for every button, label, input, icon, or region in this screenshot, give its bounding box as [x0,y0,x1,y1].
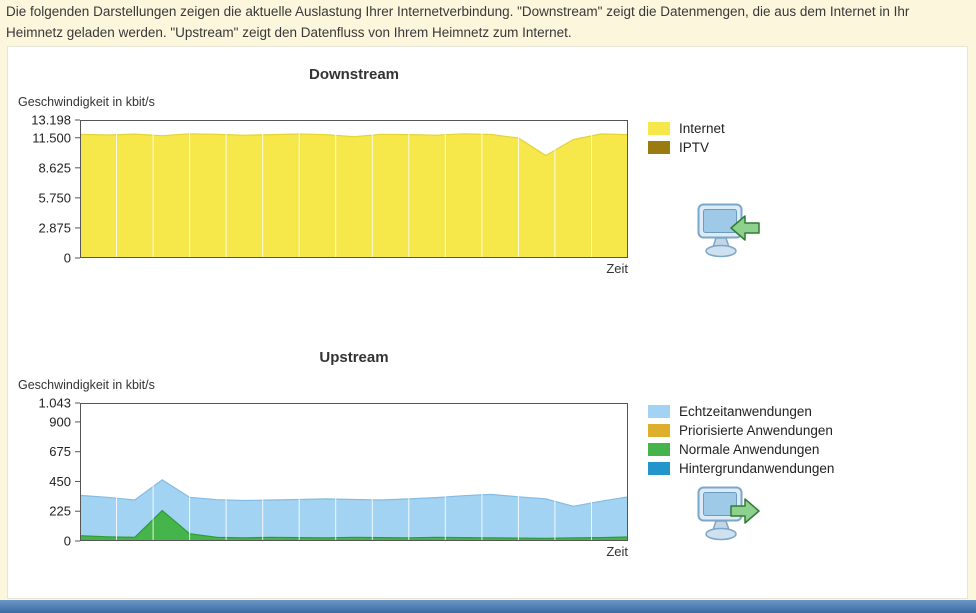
legend-label: Hintergrundanwendungen [679,461,835,476]
legend-item: IPTV [648,138,725,157]
legend-label: Internet [679,121,725,136]
downstream-chart-plot: 13.198 11.500 8.625 5.750 2.875 0 [31,113,629,265]
footer-bar [0,600,976,613]
legend-item: Internet [648,119,725,138]
upstream-x-axis-label: Zeit [606,544,628,559]
upstream-chart-plot: 1.043 900 675 450 225 0 [38,396,629,548]
downstream-x-axis-label: Zeit [606,261,628,276]
legend-label: IPTV [679,140,710,155]
svg-text:13.198: 13.198 [31,113,71,128]
svg-text:450: 450 [49,474,71,489]
monitor-download-icon [697,203,761,264]
legend-swatch [648,122,670,135]
intro-text: Die folgenden Darstellungen zeigen die a… [6,4,910,40]
legend-item: Echtzeitanwendungen [648,402,834,421]
svg-text:0: 0 [64,534,71,548]
svg-text:8.625: 8.625 [38,160,71,175]
svg-text:225: 225 [49,504,71,519]
legend-swatch [648,405,670,418]
svg-text:675: 675 [49,444,71,459]
upstream-y-axis-label: Geschwindigkeit in kbit/s [18,378,155,392]
svg-text:5.750: 5.750 [38,190,71,205]
legend-item: Priorisierte Anwendungen [648,421,834,440]
legend-swatch [648,443,670,456]
legend-swatch [648,424,670,437]
downstream-title: Downstream [308,66,400,83]
downstream-y-axis-label: Geschwindigkeit in kbit/s [18,95,155,109]
svg-text:2.875: 2.875 [38,220,71,235]
legend-label: Priorisierte Anwendungen [679,423,833,438]
legend-label: Normale Anwendungen [679,442,820,457]
upstream-title: Upstream [319,349,389,366]
legend-swatch [648,141,670,154]
upstream-legend: Echtzeitanwendungen Priorisierte Anwendun… [648,402,834,478]
legend-item: Hintergrundanwendungen [648,459,834,478]
legend-label: Echtzeitanwendungen [679,404,812,419]
svg-text:900: 900 [49,414,71,429]
legend-item: Normale Anwendungen [648,440,834,459]
downstream-legend: Internet IPTV [648,119,725,157]
svg-text:0: 0 [64,251,71,265]
svg-text:11.500: 11.500 [32,130,71,145]
monitor-upload-icon [697,486,761,547]
legend-swatch [648,462,670,475]
svg-text:1.043: 1.043 [38,396,71,411]
